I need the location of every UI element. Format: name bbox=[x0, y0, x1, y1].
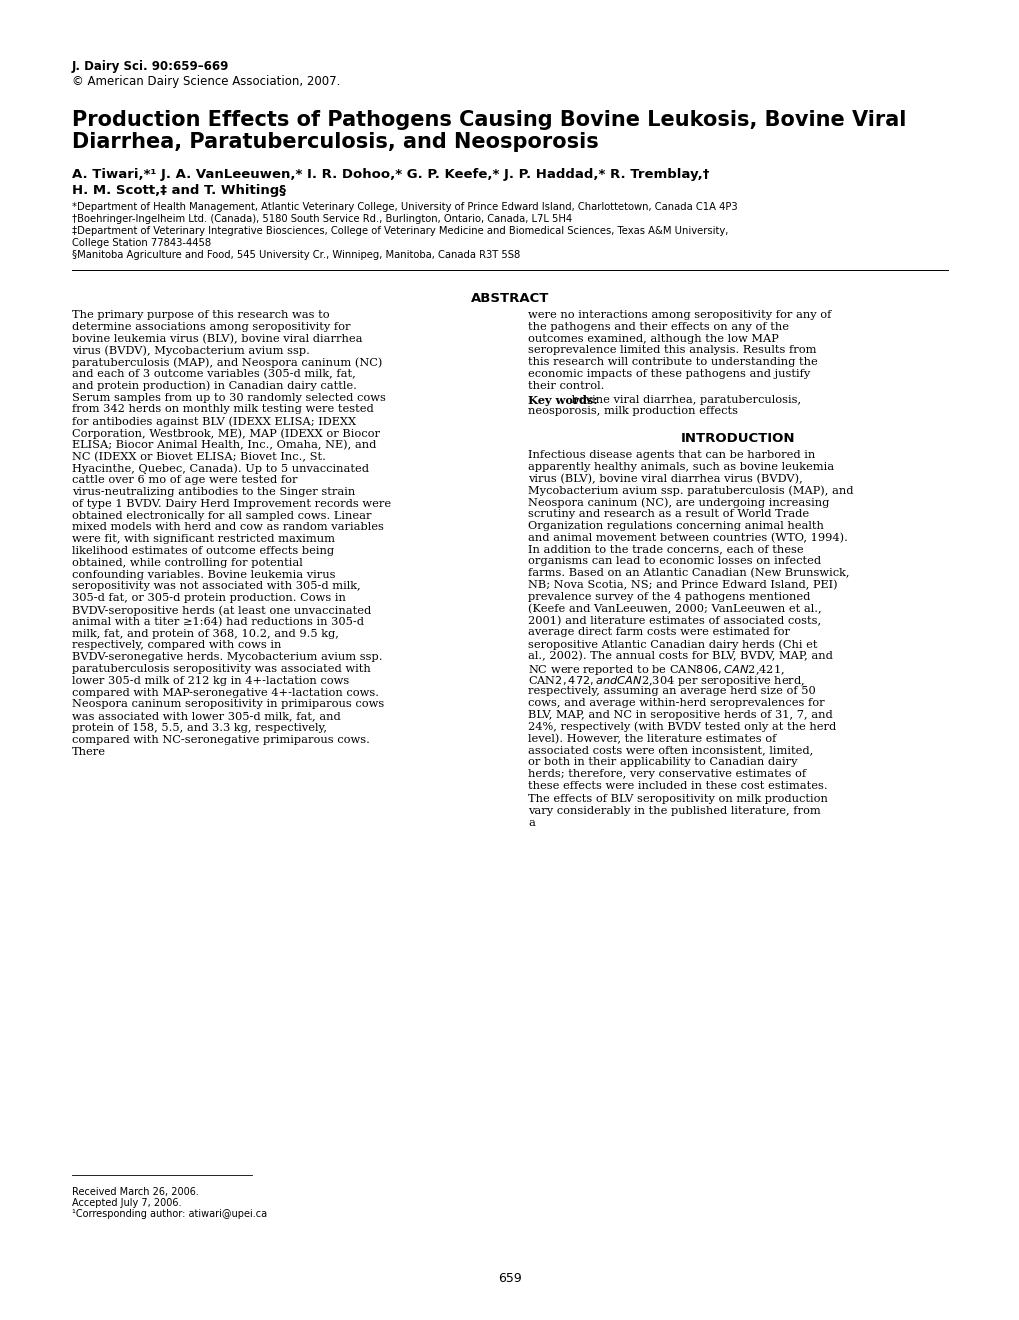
Text: vary considerably in the published literature, from: vary considerably in the published liter… bbox=[528, 807, 820, 816]
Text: bovine viral diarrhea, paratuberculosis,: bovine viral diarrhea, paratuberculosis, bbox=[568, 395, 800, 405]
Text: average direct farm costs were estimated for: average direct farm costs were estimated… bbox=[528, 627, 790, 638]
Text: for antibodies against BLV (IDEXX ELISA; IDEXX: for antibodies against BLV (IDEXX ELISA;… bbox=[72, 416, 356, 426]
Text: of type 1 BVDV. Dairy Herd Improvement records were: of type 1 BVDV. Dairy Herd Improvement r… bbox=[72, 499, 390, 508]
Text: *Department of Health Management, Atlantic Veterinary College, University of Pri: *Department of Health Management, Atlant… bbox=[72, 202, 737, 213]
Text: College Station 77843-4458: College Station 77843-4458 bbox=[72, 238, 211, 248]
Text: H. M. Scott,‡ and T. Whiting§: H. M. Scott,‡ and T. Whiting§ bbox=[72, 183, 285, 197]
Text: respectively, assuming an average herd size of 50: respectively, assuming an average herd s… bbox=[528, 686, 815, 696]
Text: associated costs were often inconsistent, limited,: associated costs were often inconsistent… bbox=[528, 746, 812, 755]
Text: Organization regulations concerning animal health: Organization regulations concerning anim… bbox=[528, 521, 823, 531]
Text: paratuberculosis (MAP), and Neospora caninum (NC): paratuberculosis (MAP), and Neospora can… bbox=[72, 358, 382, 368]
Text: Infectious disease agents that can be harbored in: Infectious disease agents that can be ha… bbox=[528, 450, 814, 461]
Text: (Keefe and VanLeeuwen, 2000; VanLeeuwen et al.,: (Keefe and VanLeeuwen, 2000; VanLeeuwen … bbox=[528, 603, 821, 614]
Text: compared with NC-seronegative primiparous cows.: compared with NC-seronegative primiparou… bbox=[72, 735, 370, 744]
Text: al., 2002). The annual costs for BLV, BVDV, MAP, and: al., 2002). The annual costs for BLV, BV… bbox=[528, 651, 833, 661]
Text: outcomes examined, although the low MAP: outcomes examined, although the low MAP bbox=[528, 334, 777, 343]
Text: were no interactions among seropositivity for any of: were no interactions among seropositivit… bbox=[528, 310, 830, 319]
Text: was associated with lower 305-d milk, fat, and: was associated with lower 305-d milk, fa… bbox=[72, 711, 340, 721]
Text: 2001) and literature estimates of associated costs,: 2001) and literature estimates of associ… bbox=[528, 615, 820, 626]
Text: Production Effects of Pathogens Causing Bovine Leukosis, Bovine Viral: Production Effects of Pathogens Causing … bbox=[72, 110, 906, 129]
Text: The effects of BLV seropositivity on milk production: The effects of BLV seropositivity on mil… bbox=[528, 795, 827, 804]
Text: respectively, compared with cows in: respectively, compared with cows in bbox=[72, 640, 281, 651]
Text: seroprevalence limited this analysis. Results from: seroprevalence limited this analysis. Re… bbox=[528, 346, 815, 355]
Text: and animal movement between countries (WTO, 1994).: and animal movement between countries (W… bbox=[528, 533, 847, 543]
Text: economic impacts of these pathogens and justify: economic impacts of these pathogens and … bbox=[528, 370, 809, 379]
Text: 305-d fat, or 305-d protein production. Cows in: 305-d fat, or 305-d protein production. … bbox=[72, 593, 345, 603]
Text: CAN$2,472, and CAN$2,304 per seropositive herd,: CAN$2,472, and CAN$2,304 per seropositiv… bbox=[528, 675, 804, 689]
Text: obtained electronically for all sampled cows. Linear: obtained electronically for all sampled … bbox=[72, 511, 371, 520]
Text: virus (BVDV), Mycobacterium avium ssp.: virus (BVDV), Mycobacterium avium ssp. bbox=[72, 346, 310, 356]
Text: Diarrhea, Paratuberculosis, and Neosporosis: Diarrhea, Paratuberculosis, and Neosporo… bbox=[72, 132, 598, 152]
Text: NB; Nova Scotia, NS; and Prince Edward Island, PEI): NB; Nova Scotia, NS; and Prince Edward I… bbox=[528, 579, 837, 590]
Text: protein of 158, 5.5, and 3.3 kg, respectively,: protein of 158, 5.5, and 3.3 kg, respect… bbox=[72, 723, 327, 733]
Text: 24%, respectively (with BVDV tested only at the herd: 24%, respectively (with BVDV tested only… bbox=[528, 722, 836, 733]
Text: Neospora caninum seropositivity in primiparous cows: Neospora caninum seropositivity in primi… bbox=[72, 700, 384, 709]
Text: or both in their applicability to Canadian dairy: or both in their applicability to Canadi… bbox=[528, 756, 797, 767]
Text: apparently healthy animals, such as bovine leukemia: apparently healthy animals, such as bovi… bbox=[528, 462, 834, 473]
Text: neosporosis, milk production effects: neosporosis, milk production effects bbox=[528, 407, 738, 416]
Text: compared with MAP-seronegative 4+-lactation cows.: compared with MAP-seronegative 4+-lactat… bbox=[72, 688, 379, 697]
Text: BVDV-seronegative herds. Mycobacterium avium ssp.: BVDV-seronegative herds. Mycobacterium a… bbox=[72, 652, 382, 663]
Text: Key words:: Key words: bbox=[528, 395, 597, 405]
Text: organisms can lead to economic losses on infected: organisms can lead to economic losses on… bbox=[528, 557, 820, 566]
Text: herds; therefore, very conservative estimates of: herds; therefore, very conservative esti… bbox=[528, 768, 805, 779]
Text: and each of 3 outcome variables (305-d milk, fat,: and each of 3 outcome variables (305-d m… bbox=[72, 370, 356, 379]
Text: BLV, MAP, and NC in seropositive herds of 31, 7, and: BLV, MAP, and NC in seropositive herds o… bbox=[528, 710, 832, 719]
Text: There: There bbox=[72, 747, 106, 756]
Text: likelihood estimates of outcome effects being: likelihood estimates of outcome effects … bbox=[72, 546, 334, 556]
Text: bovine leukemia virus (BLV), bovine viral diarrhea: bovine leukemia virus (BLV), bovine vira… bbox=[72, 334, 362, 345]
Text: A. Tiwari,*¹ J. A. VanLeeuwen,* I. R. Dohoo,* G. P. Keefe,* J. P. Haddad,* R. Tr: A. Tiwari,*¹ J. A. VanLeeuwen,* I. R. Do… bbox=[72, 168, 708, 181]
Text: determine associations among seropositivity for: determine associations among seropositiv… bbox=[72, 322, 351, 331]
Text: 659: 659 bbox=[497, 1272, 522, 1284]
Text: seropositivity was not associated with 305-d milk,: seropositivity was not associated with 3… bbox=[72, 581, 361, 591]
Text: paratuberculosis seropositivity was associated with: paratuberculosis seropositivity was asso… bbox=[72, 664, 370, 675]
Text: © American Dairy Science Association, 2007.: © American Dairy Science Association, 20… bbox=[72, 75, 340, 88]
Text: Neospora caninum (NC), are undergoing increasing: Neospora caninum (NC), are undergoing in… bbox=[528, 498, 828, 508]
Text: lower 305-d milk of 212 kg in 4+-lactation cows: lower 305-d milk of 212 kg in 4+-lactati… bbox=[72, 676, 348, 686]
Text: The primary purpose of this research was to: The primary purpose of this research was… bbox=[72, 310, 329, 319]
Text: virus (BLV), bovine viral diarrhea virus (BVDV),: virus (BLV), bovine viral diarrhea virus… bbox=[528, 474, 802, 484]
Text: level). However, the literature estimates of: level). However, the literature estimate… bbox=[528, 734, 775, 743]
Text: virus-neutralizing antibodies to the Singer strain: virus-neutralizing antibodies to the Sin… bbox=[72, 487, 355, 498]
Text: the pathogens and their effects on any of the: the pathogens and their effects on any o… bbox=[528, 322, 789, 331]
Text: ELISA; Biocor Animal Health, Inc., Omaha, NE), and: ELISA; Biocor Animal Health, Inc., Omaha… bbox=[72, 440, 376, 450]
Text: BVDV-seropositive herds (at least one unvaccinated: BVDV-seropositive herds (at least one un… bbox=[72, 605, 371, 615]
Text: cattle over 6 mo of age were tested for: cattle over 6 mo of age were tested for bbox=[72, 475, 298, 486]
Text: a: a bbox=[528, 818, 534, 828]
Text: ¹Corresponding author: atiwari@upei.ca: ¹Corresponding author: atiwari@upei.ca bbox=[72, 1209, 267, 1218]
Text: from 342 herds on monthly milk testing were tested: from 342 herds on monthly milk testing w… bbox=[72, 404, 373, 414]
Text: §Manitoba Agriculture and Food, 545 University Cr., Winnipeg, Manitoba, Canada R: §Manitoba Agriculture and Food, 545 Univ… bbox=[72, 249, 520, 260]
Text: Accepted July 7, 2006.: Accepted July 7, 2006. bbox=[72, 1199, 181, 1208]
Text: scrutiny and research as a result of World Trade: scrutiny and research as a result of Wor… bbox=[528, 510, 808, 519]
Text: cows, and average within-herd seroprevalences for: cows, and average within-herd seropreval… bbox=[528, 698, 823, 708]
Text: ‡Department of Veterinary Integrative Biosciences, College of Veterinary Medicin: ‡Department of Veterinary Integrative Bi… bbox=[72, 226, 728, 236]
Text: confounding variables. Bovine leukemia virus: confounding variables. Bovine leukemia v… bbox=[72, 570, 335, 579]
Text: J. Dairy Sci. 90:659–669: J. Dairy Sci. 90:659–669 bbox=[72, 59, 229, 73]
Text: Serum samples from up to 30 randomly selected cows: Serum samples from up to 30 randomly sel… bbox=[72, 392, 385, 403]
Text: obtained, while controlling for potential: obtained, while controlling for potentia… bbox=[72, 558, 303, 568]
Text: seropositive Atlantic Canadian dairy herds (Chi et: seropositive Atlantic Canadian dairy her… bbox=[528, 639, 816, 649]
Text: mixed models with herd and cow as random variables: mixed models with herd and cow as random… bbox=[72, 523, 383, 532]
Text: In addition to the trade concerns, each of these: In addition to the trade concerns, each … bbox=[528, 545, 803, 554]
Text: NC were reported to be CAN$806, CAN$2,421,: NC were reported to be CAN$806, CAN$2,42… bbox=[528, 663, 784, 677]
Text: Mycobacterium avium ssp. paratuberculosis (MAP), and: Mycobacterium avium ssp. paratuberculosi… bbox=[528, 486, 853, 496]
Text: Hyacinthe, Quebec, Canada). Up to 5 unvaccinated: Hyacinthe, Quebec, Canada). Up to 5 unva… bbox=[72, 463, 369, 474]
Text: ABSTRACT: ABSTRACT bbox=[471, 292, 548, 305]
Text: Received March 26, 2006.: Received March 26, 2006. bbox=[72, 1187, 199, 1197]
Text: NC (IDEXX or Biovet ELISA; Biovet Inc., St.: NC (IDEXX or Biovet ELISA; Biovet Inc., … bbox=[72, 451, 325, 462]
Text: milk, fat, and protein of 368, 10.2, and 9.5 kg,: milk, fat, and protein of 368, 10.2, and… bbox=[72, 628, 338, 639]
Text: were fit, with significant restricted maximum: were fit, with significant restricted ma… bbox=[72, 535, 334, 544]
Text: INTRODUCTION: INTRODUCTION bbox=[680, 432, 795, 445]
Text: their control.: their control. bbox=[528, 380, 604, 391]
Text: these effects were included in these cost estimates.: these effects were included in these cos… bbox=[528, 780, 826, 791]
Text: animal with a titer ≥1:64) had reductions in 305-d: animal with a titer ≥1:64) had reduction… bbox=[72, 616, 364, 627]
Text: farms. Based on an Atlantic Canadian (New Brunswick,: farms. Based on an Atlantic Canadian (Ne… bbox=[528, 568, 849, 578]
Text: Corporation, Westbrook, ME), MAP (IDEXX or Biocor: Corporation, Westbrook, ME), MAP (IDEXX … bbox=[72, 428, 380, 438]
Text: and protein production) in Canadian dairy cattle.: and protein production) in Canadian dair… bbox=[72, 380, 357, 391]
Text: prevalence survey of the 4 pathogens mentioned: prevalence survey of the 4 pathogens men… bbox=[528, 591, 809, 602]
Text: †Boehringer-Ingelheim Ltd. (Canada), 5180 South Service Rd., Burlington, Ontario: †Boehringer-Ingelheim Ltd. (Canada), 518… bbox=[72, 214, 572, 224]
Text: this research will contribute to understanding the: this research will contribute to underst… bbox=[528, 358, 817, 367]
